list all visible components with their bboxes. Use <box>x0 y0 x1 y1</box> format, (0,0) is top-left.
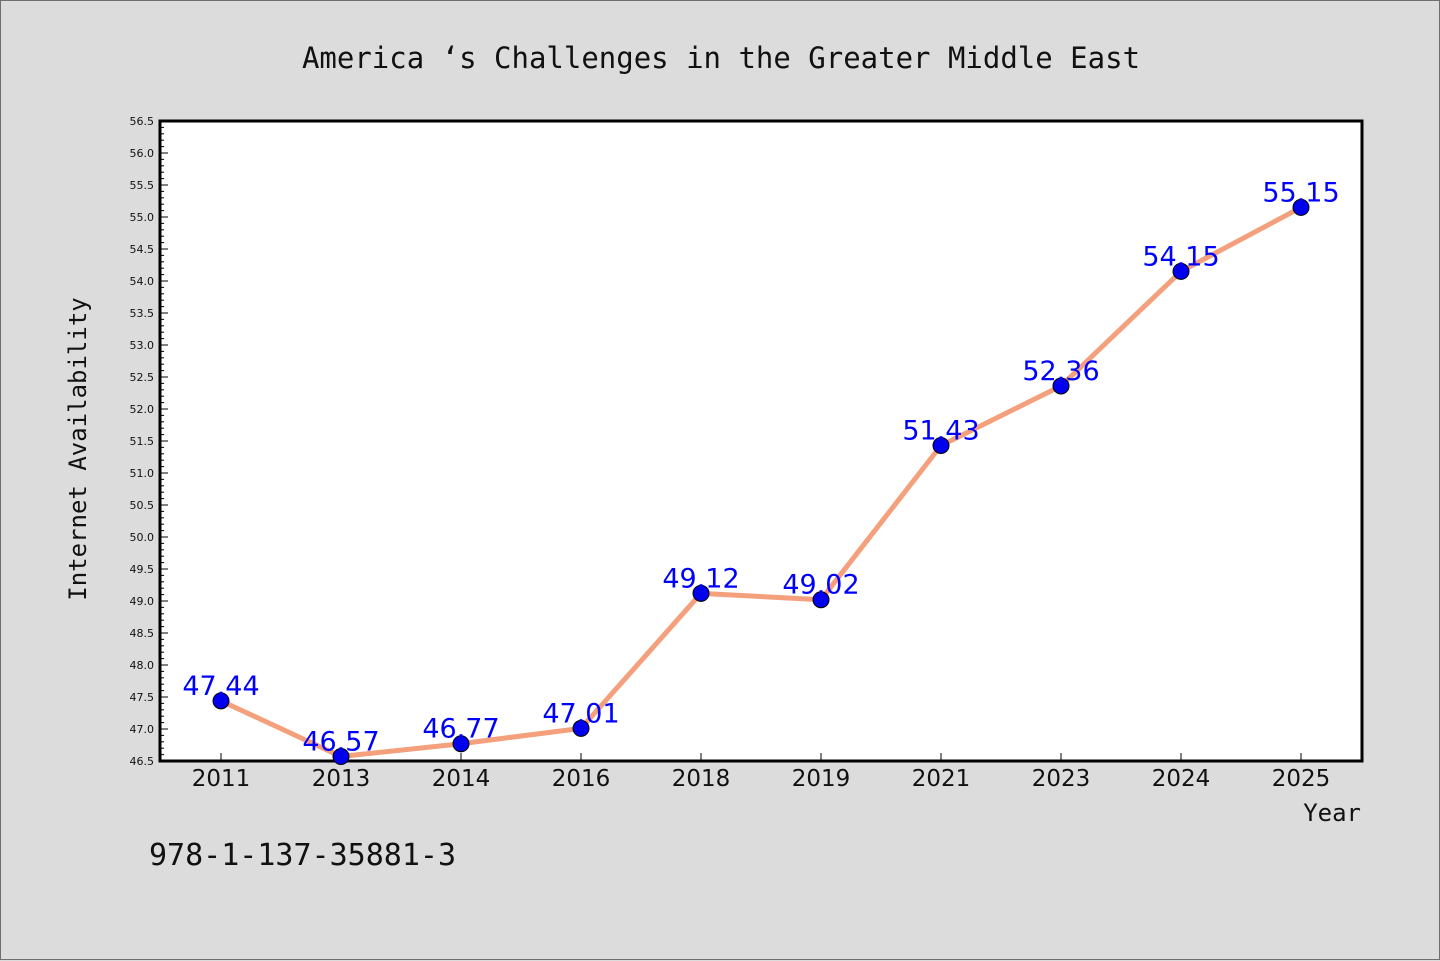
data-label: 46.77 <box>422 714 499 745</box>
footer-code: 978-1-137-35881-3 <box>149 838 456 873</box>
x-axis-label: Year <box>1303 799 1361 827</box>
data-labels: 47.44 46.57 46.77 47.01 49.12 49.02 51.43 52.36… <box>182 177 1339 757</box>
y-tick-label: 51.0 <box>130 467 155 480</box>
y-tick-label: 56.5 <box>130 115 155 128</box>
data-label: 47.44 <box>182 671 259 702</box>
data-point <box>1172 262 1190 280</box>
data-point <box>932 436 950 454</box>
y-tick-label: 50.0 <box>130 531 155 544</box>
y-tick-label: 55.0 <box>130 211 155 224</box>
y-tick-label: 48.0 <box>130 659 155 672</box>
data-label: 47.01 <box>542 698 619 729</box>
x-tick-label: 2021 <box>912 766 971 792</box>
x-tick-label: 2024 <box>1152 766 1211 792</box>
y-axis: 46.5 47.0 47.5 48.0 48.5 49.0 49.5 50.0 50.5 51.0… <box>130 115 168 768</box>
data-point <box>1292 198 1310 216</box>
y-tick-label: 54.5 <box>130 243 155 256</box>
x-tick-label: 2018 <box>672 766 731 792</box>
y-tick-label: 52.0 <box>130 403 155 416</box>
x-tick-label: 2025 <box>1272 766 1331 792</box>
y-tick-label: 50.5 <box>130 499 155 512</box>
x-tick-label: 2023 <box>1032 766 1091 792</box>
data-label: 54.15 <box>1142 241 1219 272</box>
y-tick-label: 51.5 <box>130 435 155 448</box>
y-tick-label: 55.5 <box>130 179 155 192</box>
y-tick-label: 48.5 <box>130 627 155 640</box>
x-tick-label: 2013 <box>312 766 371 792</box>
y-tick-label: 49.0 <box>130 595 155 608</box>
x-tick-label: 2016 <box>552 766 611 792</box>
data-point <box>332 748 350 766</box>
data-label: 55.15 <box>1262 177 1339 208</box>
chart-title: America ‘s Challenges in the Greater Mid… <box>302 41 1140 75</box>
y-tick-label: 56.0 <box>130 147 155 160</box>
data-label: 51.43 <box>902 415 979 446</box>
y-axis-label: Internet Availability <box>64 297 92 600</box>
data-point <box>692 584 710 602</box>
series-line <box>218 204 1304 760</box>
data-label: 49.12 <box>662 563 739 594</box>
y-tick-label: 52.5 <box>130 371 155 384</box>
data-point <box>212 692 230 710</box>
data-point <box>452 735 470 753</box>
data-label: 52.36 <box>1022 356 1099 387</box>
data-point <box>1052 377 1070 395</box>
data-label: 46.57 <box>302 727 379 758</box>
x-tick-label: 2011 <box>192 766 251 792</box>
x-tick-label: 2019 <box>792 766 851 792</box>
y-tick-label: 53.5 <box>130 307 155 320</box>
data-series <box>212 198 1310 766</box>
x-axis: 2011 2013 2014 2016 2018 2019 2021 2023 2024 2025 <box>192 753 1331 792</box>
data-label: 49.02 <box>782 570 859 601</box>
y-tick-label: 47.0 <box>130 723 155 736</box>
y-tick-label: 46.5 <box>130 755 155 768</box>
y-tick-label: 54.0 <box>130 275 155 288</box>
y-tick-label: 47.5 <box>130 691 155 704</box>
data-point <box>572 719 590 737</box>
data-point <box>812 591 830 609</box>
plot-area <box>158 119 1364 763</box>
y-tick-label: 49.5 <box>130 563 155 576</box>
x-tick-label: 2014 <box>432 766 491 792</box>
y-tick-label: 53.0 <box>130 339 155 352</box>
